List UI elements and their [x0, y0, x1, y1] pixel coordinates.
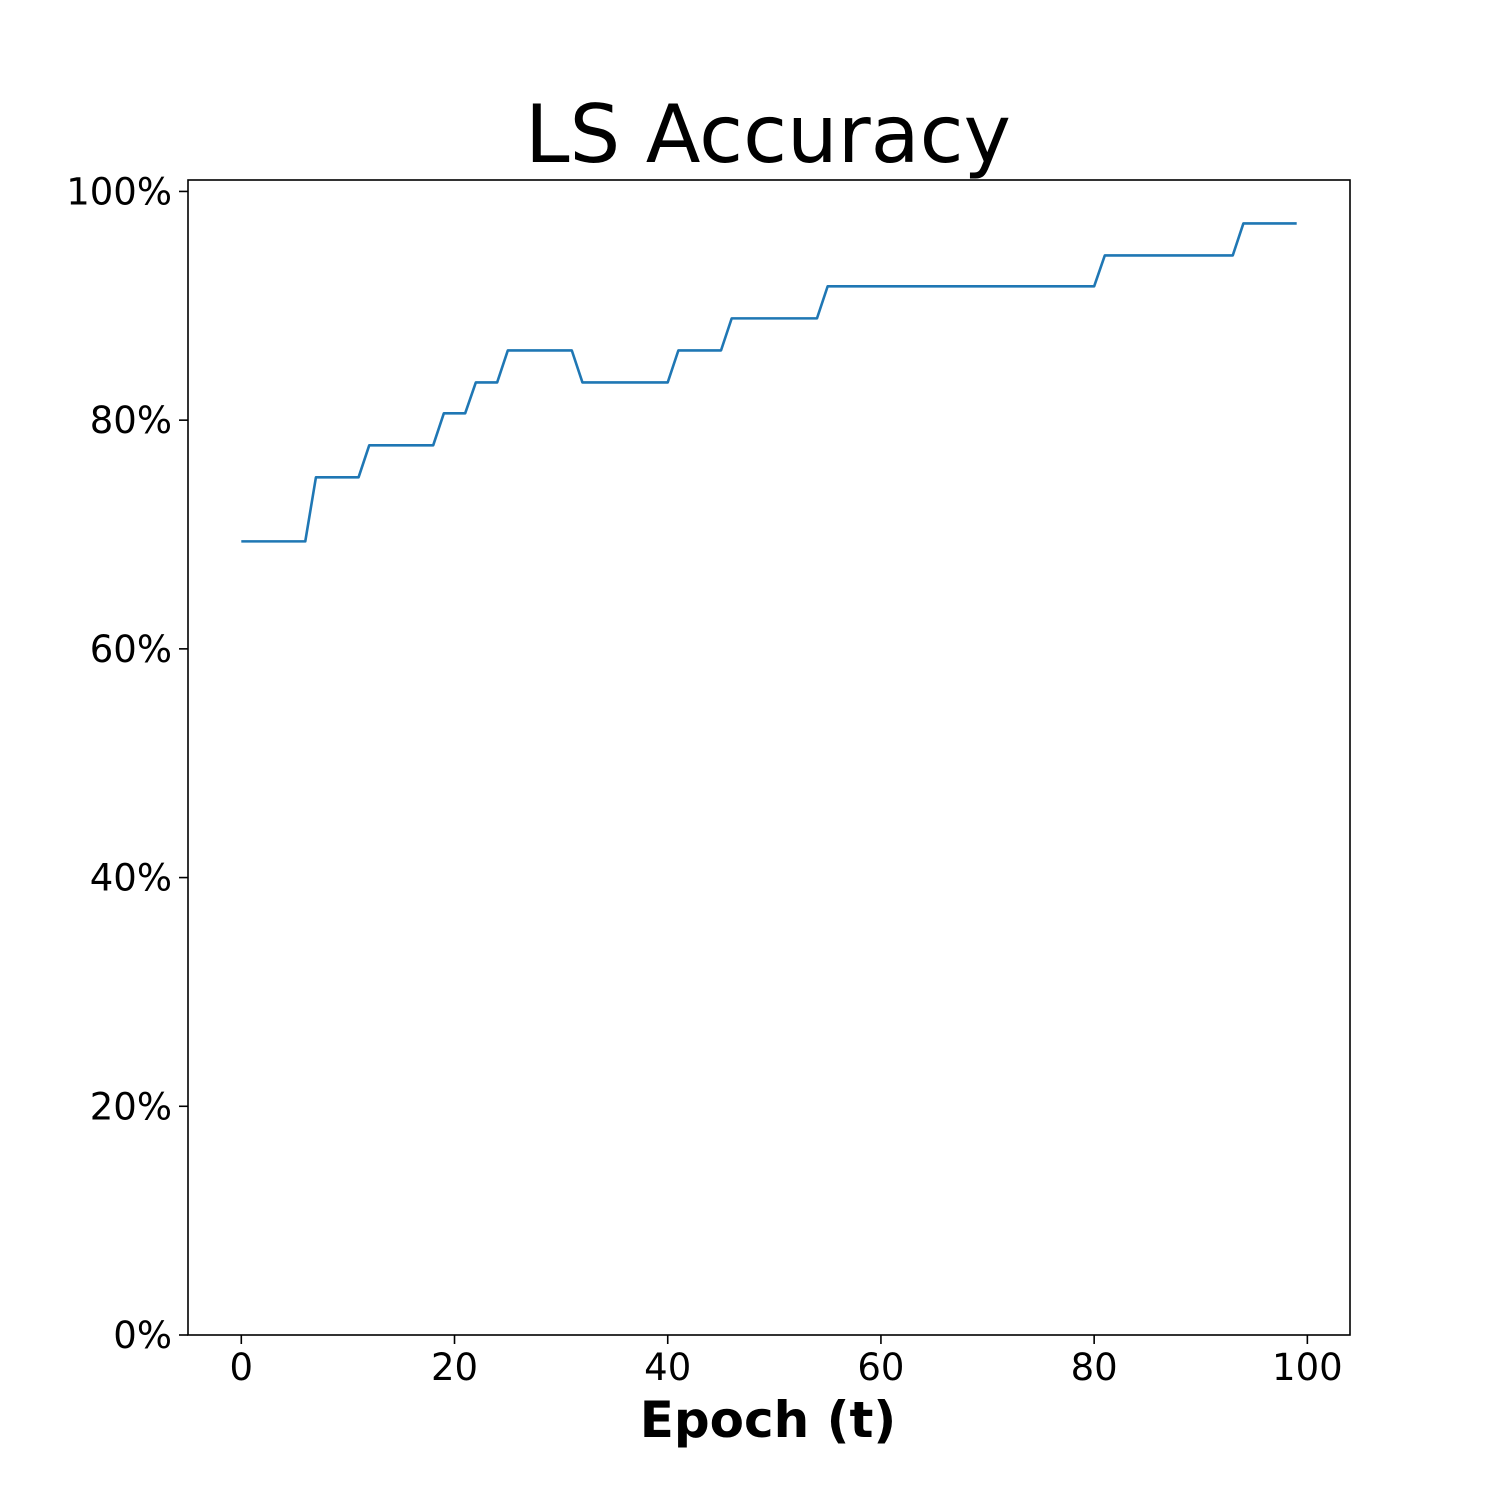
- y-tick-label: 60%: [90, 628, 172, 671]
- x-tick-label: 100: [1272, 1346, 1343, 1389]
- y-axis: 0% 20% 40% 60% 80% 100%: [66, 170, 188, 1357]
- y-tick-label: 40%: [90, 857, 172, 900]
- x-axis-label: Epoch (t): [640, 1391, 897, 1449]
- plot-frame: [187, 179, 1351, 1336]
- y-tick-label: 0%: [113, 1314, 172, 1357]
- x-tick-label: 20: [431, 1346, 478, 1389]
- y-tick-label: 100%: [66, 170, 172, 213]
- x-tick-label: 0: [230, 1346, 254, 1389]
- x-axis: 0 20 40 60 80 100: [230, 1335, 1343, 1389]
- y-tick-label: 20%: [90, 1085, 172, 1128]
- plot-area: [187, 179, 1351, 1336]
- series-line: [241, 222, 1297, 543]
- x-tick-label: 60: [857, 1346, 904, 1389]
- chart-title: LS Accuracy: [525, 88, 1011, 181]
- y-tick-label: 80%: [90, 399, 172, 442]
- x-tick-label: 80: [1071, 1346, 1118, 1389]
- x-tick-label: 40: [644, 1346, 691, 1389]
